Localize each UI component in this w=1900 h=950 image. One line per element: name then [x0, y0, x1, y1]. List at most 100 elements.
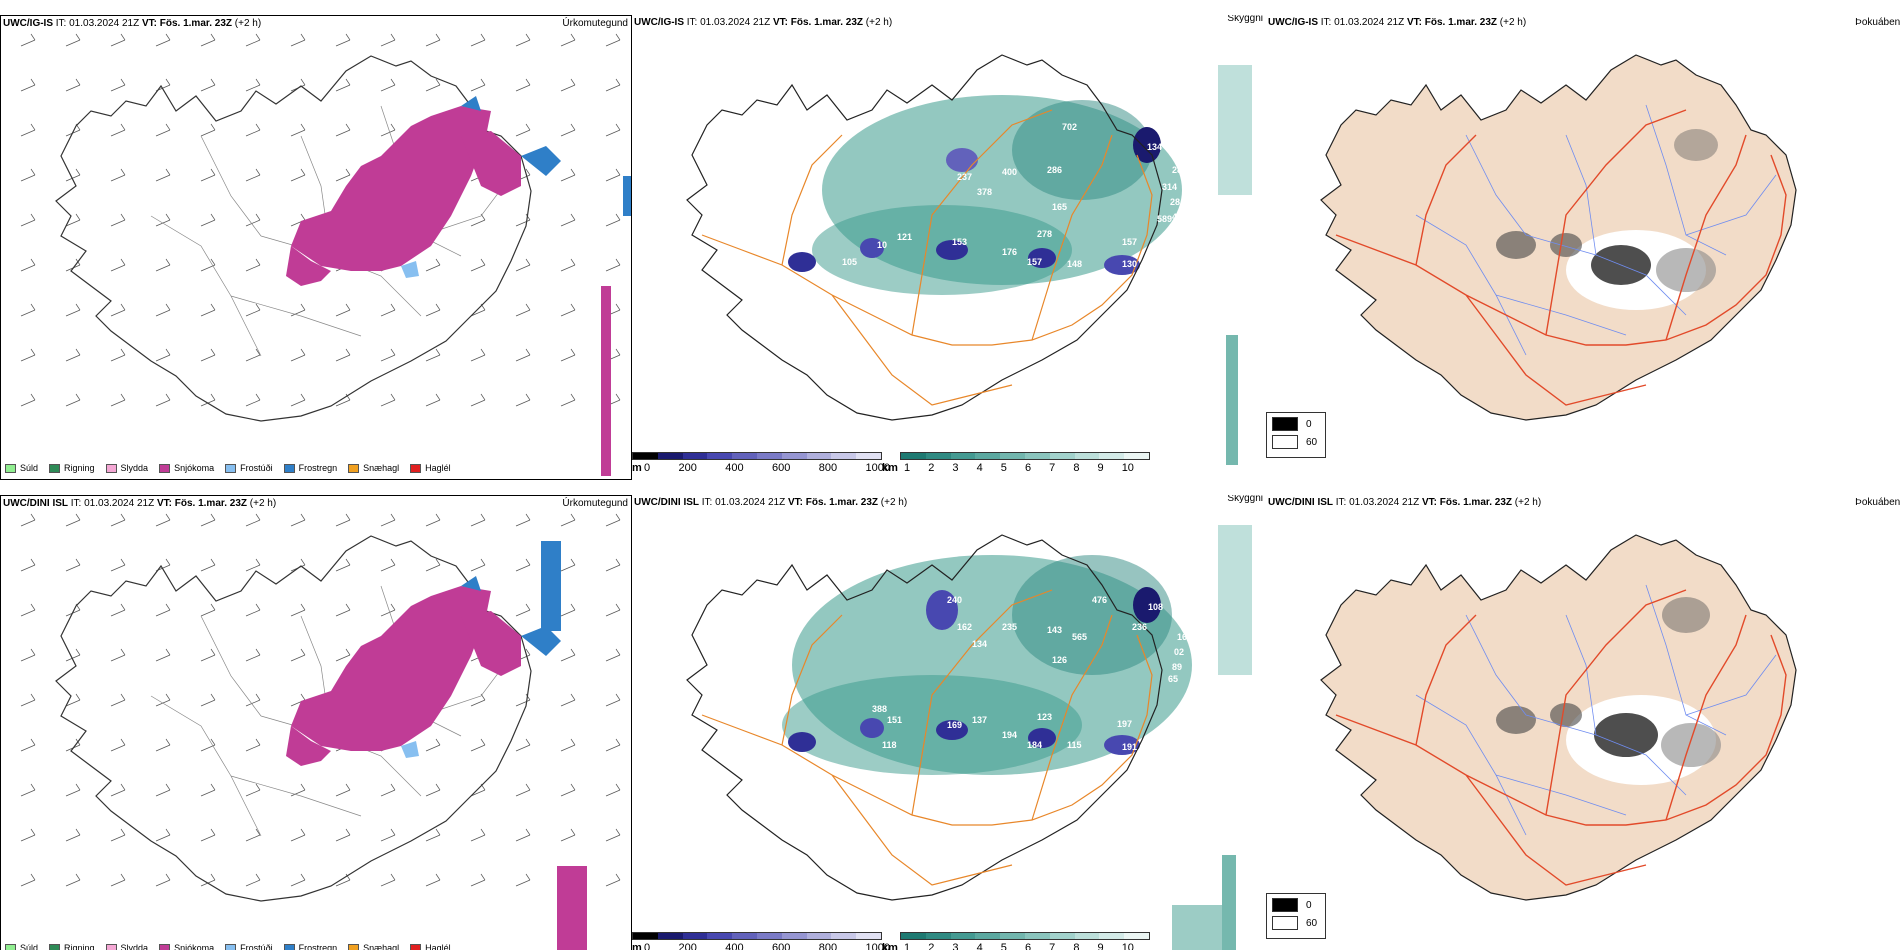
wind-barb	[290, 873, 306, 887]
ceiling-label: 278	[1037, 229, 1052, 239]
legend-swatch	[283, 943, 295, 950]
fog-map	[1320, 534, 1797, 901]
wind-barb	[560, 783, 576, 797]
wind-barb	[470, 213, 486, 227]
legend-swatch	[410, 463, 422, 473]
wind-barb	[110, 783, 126, 797]
ceiling-label: 126	[1052, 655, 1067, 665]
wind-barb	[290, 78, 306, 92]
offshore-snow-strip	[541, 541, 587, 950]
legend-item: Rigning	[49, 943, 95, 950]
panel-field-name: Úrkomutegund	[562, 498, 628, 509]
wind-barb	[380, 78, 396, 92]
wind-barb	[380, 603, 396, 617]
precip-area	[391, 146, 416, 176]
ceiling-label: 121	[897, 232, 912, 242]
fog-shading	[1496, 597, 1721, 785]
wind-barb	[290, 648, 306, 662]
wind-barb	[605, 168, 621, 182]
legend-label: Frostúði	[240, 463, 273, 473]
legend-item: Snjókoma	[159, 943, 214, 950]
wind-barb	[380, 348, 396, 362]
colorbar-step	[1000, 453, 1025, 459]
wind-barb	[560, 513, 576, 527]
colorbar-step	[707, 453, 733, 459]
height-colorbar	[632, 452, 882, 460]
wind-barb	[20, 393, 36, 407]
wind-barb	[335, 33, 351, 47]
legend-label: Snæhagl	[363, 943, 400, 950]
colorbar-tick: 6	[1024, 462, 1032, 474]
legend-label: Snæhagl	[363, 463, 400, 473]
offshore-snow-strip	[601, 176, 631, 476]
wind-barb	[65, 168, 81, 182]
legend-swatch	[105, 463, 117, 473]
distance-colorbar	[900, 452, 1150, 460]
colorbar-tick: 0	[644, 462, 651, 474]
wind-barb	[290, 168, 306, 182]
legend-swatch	[410, 943, 422, 950]
ceiling-label: 314	[1162, 182, 1177, 192]
ceiling-label: 194	[1002, 730, 1017, 740]
wind-barb	[560, 33, 576, 47]
wind-barb	[470, 393, 486, 407]
ceiling-label: 236	[1132, 622, 1147, 632]
colorbar-step	[682, 933, 708, 939]
ceiling-label: 134	[972, 639, 987, 649]
wind-barb	[335, 873, 351, 887]
wind-barb	[470, 258, 486, 272]
wind-barb	[65, 783, 81, 797]
wind-barb	[335, 78, 351, 92]
wind-barb	[290, 348, 306, 362]
colorbar-tick: 1	[904, 462, 911, 474]
colorbar-step	[806, 453, 832, 459]
wind-barb	[245, 513, 261, 527]
wind-barbs	[20, 513, 621, 887]
legend-item: Súld	[5, 943, 38, 950]
wind-barb	[470, 828, 486, 842]
legend-item: Frostúði	[225, 943, 273, 950]
legend-swatch	[105, 943, 117, 950]
wind-barb	[335, 828, 351, 842]
wind-barb	[605, 123, 621, 137]
ceiling-label: 589	[1157, 214, 1172, 224]
panel-field-name: Þokuábendi	[1855, 17, 1900, 28]
wind-barb	[200, 513, 216, 527]
precip-area	[291, 586, 491, 751]
wind-barb	[65, 213, 81, 227]
colorbar-step	[633, 453, 658, 459]
legend-label: Haglél	[425, 463, 451, 473]
ceiling-label: 388	[872, 704, 887, 714]
ceiling-label: 137	[972, 715, 987, 725]
precip-map	[20, 513, 621, 950]
colorbar-step	[756, 933, 782, 939]
wind-barb	[515, 348, 531, 362]
wind-barb	[20, 258, 36, 272]
colorbar-step	[1000, 933, 1025, 939]
ceiling-label: 108	[1148, 602, 1163, 612]
colorbar-tick: 200	[678, 942, 697, 950]
colorbar-tick: 9	[1097, 942, 1104, 950]
wind-barb	[200, 603, 216, 617]
wind-barb	[245, 693, 261, 707]
wind-barb	[560, 828, 576, 842]
wind-barb	[245, 213, 261, 227]
fog-legend-label: 60	[1306, 436, 1318, 448]
legend-swatch	[49, 943, 61, 950]
wind-barb	[20, 78, 36, 92]
colorbar-tick: 5	[1000, 942, 1007, 950]
wind-barb	[110, 303, 126, 317]
colorbar-tick: 600	[772, 462, 791, 474]
borders	[1415, 104, 1777, 356]
legend-swatch	[225, 943, 237, 950]
wind-barb	[515, 558, 531, 572]
ceiling-label: 286	[1047, 165, 1062, 175]
fog-panel-bottom: UWC/DINI ISL IT: 01.03.2024 21Z VT: Fös.…	[1266, 495, 1900, 950]
colorbar-step	[756, 453, 782, 459]
colorbar-tick: 1	[904, 942, 911, 950]
fog-legend-item: 60	[1272, 916, 1320, 930]
wind-barb	[110, 828, 126, 842]
colorbar-tick: 3	[952, 462, 959, 474]
wind-barb	[335, 123, 351, 137]
ceiling-label: 169	[1177, 632, 1192, 642]
